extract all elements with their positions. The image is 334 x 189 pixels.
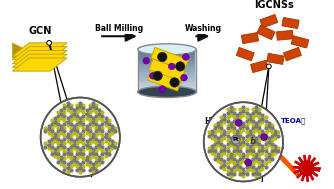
Circle shape: [231, 136, 240, 144]
Circle shape: [143, 57, 150, 64]
Polygon shape: [139, 75, 195, 78]
Text: H₂O: H₂O: [204, 117, 226, 130]
Polygon shape: [139, 81, 195, 83]
Circle shape: [267, 64, 271, 69]
Polygon shape: [250, 60, 268, 73]
Ellipse shape: [138, 44, 196, 55]
Text: Washing: Washing: [184, 24, 221, 33]
Polygon shape: [139, 72, 195, 75]
Circle shape: [158, 52, 167, 62]
Text: Ball Milling: Ball Milling: [95, 24, 143, 33]
Polygon shape: [139, 89, 195, 92]
Text: IGCNSs: IGCNSs: [254, 0, 294, 10]
Polygon shape: [138, 50, 196, 92]
Polygon shape: [12, 43, 67, 56]
Text: TEOA⭻: TEOA⭻: [265, 118, 306, 133]
Text: b: b: [250, 137, 256, 146]
Polygon shape: [236, 47, 254, 61]
Circle shape: [150, 73, 156, 79]
Circle shape: [168, 63, 175, 70]
Polygon shape: [12, 50, 67, 64]
Polygon shape: [267, 53, 284, 64]
Circle shape: [47, 40, 51, 45]
Polygon shape: [139, 83, 195, 86]
Polygon shape: [257, 25, 275, 40]
Circle shape: [181, 74, 187, 81]
Polygon shape: [260, 14, 278, 28]
Polygon shape: [147, 70, 181, 91]
Polygon shape: [291, 36, 309, 48]
Text: H₂: H₂: [210, 128, 234, 142]
Polygon shape: [139, 55, 195, 58]
Polygon shape: [151, 47, 189, 70]
Polygon shape: [277, 30, 293, 40]
Circle shape: [245, 159, 252, 166]
Polygon shape: [139, 66, 195, 69]
Circle shape: [183, 54, 189, 60]
Polygon shape: [139, 50, 195, 52]
Polygon shape: [12, 54, 67, 67]
Ellipse shape: [138, 86, 196, 98]
Circle shape: [299, 161, 314, 176]
Polygon shape: [139, 86, 195, 89]
Polygon shape: [139, 69, 195, 72]
Polygon shape: [284, 47, 301, 61]
Circle shape: [235, 120, 242, 126]
Circle shape: [261, 134, 268, 140]
Text: GCN: GCN: [28, 26, 51, 36]
Polygon shape: [12, 43, 29, 66]
Polygon shape: [139, 58, 195, 61]
Circle shape: [170, 78, 179, 87]
Polygon shape: [139, 78, 195, 81]
Circle shape: [41, 98, 120, 177]
Polygon shape: [139, 52, 195, 55]
Text: TEOA: TEOA: [264, 139, 285, 149]
Polygon shape: [241, 33, 259, 44]
Polygon shape: [12, 47, 67, 60]
Text: Pt: Pt: [232, 137, 239, 143]
Polygon shape: [139, 61, 195, 64]
Polygon shape: [12, 58, 67, 71]
Circle shape: [159, 86, 166, 92]
Circle shape: [175, 62, 185, 71]
Circle shape: [153, 71, 162, 81]
Polygon shape: [282, 17, 299, 29]
Circle shape: [204, 102, 283, 181]
Polygon shape: [149, 59, 185, 81]
Polygon shape: [139, 64, 195, 66]
